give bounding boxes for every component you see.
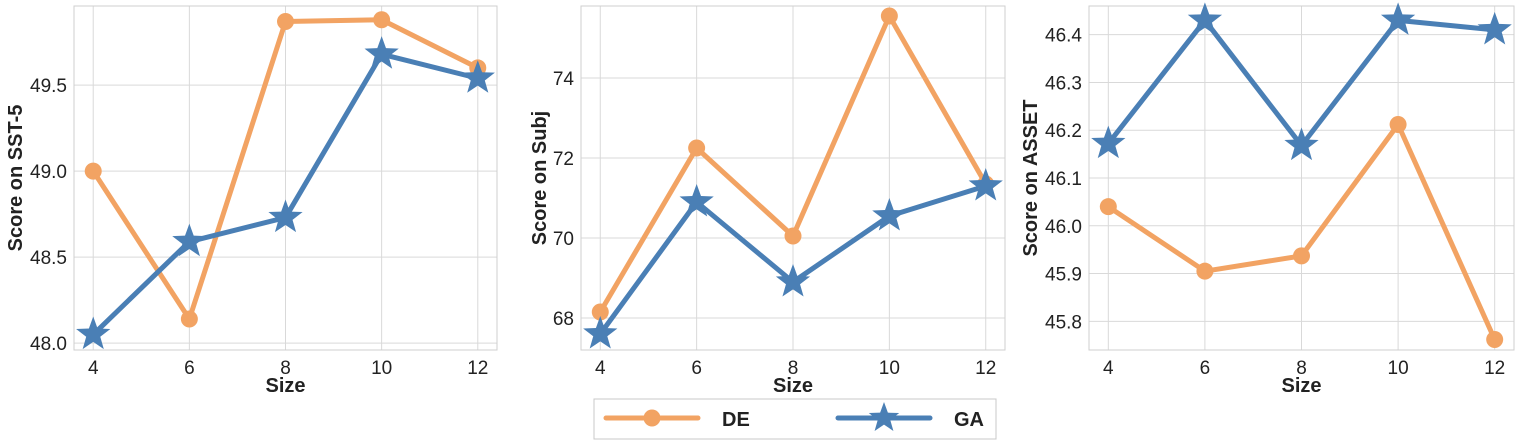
x-tick-label: 12 <box>467 358 488 379</box>
y-axis-label: Score on SST-5 <box>5 105 27 252</box>
legend-ga-marker <box>868 402 900 431</box>
x-tick-label: 4 <box>88 358 99 379</box>
x-axis-label: Size <box>265 375 305 397</box>
x-tick-label: 8 <box>788 358 799 379</box>
data-point-de <box>1486 330 1504 348</box>
y-tick-label: 72 <box>553 149 574 170</box>
y-tick-label: 45.8 <box>1045 312 1082 333</box>
data-point-de <box>591 303 609 321</box>
data-point-de <box>180 310 198 328</box>
data-point-de <box>688 139 706 157</box>
chart-panel-1: 4 6 8 10 12 48.0 48.5 49.0 49.5 Size Score on SST-… <box>5 5 498 397</box>
x-tick-label: 12 <box>1484 358 1505 379</box>
y-tick-label: 46.0 <box>1045 217 1082 238</box>
data-point-ga <box>1477 11 1512 45</box>
legend-ga-label: GA <box>954 409 984 431</box>
y-tick-label: 46.4 <box>1045 26 1082 47</box>
y-tick-label: 70 <box>553 229 574 250</box>
data-point-ga <box>364 36 399 69</box>
data-point-ga <box>1187 2 1223 35</box>
data-point-ga <box>775 264 811 297</box>
x-tick-label: 10 <box>1388 358 1409 379</box>
x-tick-label: 6 <box>691 358 702 379</box>
x-axis-label: Size <box>1281 375 1321 397</box>
y-tick-label: 46.2 <box>1045 121 1082 142</box>
data-point-de <box>1293 247 1310 265</box>
x-tick-label: 10 <box>879 358 900 379</box>
x-tick-label: 10 <box>371 358 392 379</box>
plot-frame <box>1088 5 1515 351</box>
data-point-de <box>1099 198 1117 216</box>
data-point-de <box>1389 115 1407 133</box>
y-tick-label: 68 <box>553 309 574 330</box>
legend-de-label: DE <box>722 409 750 431</box>
data-point-ga <box>172 223 207 257</box>
legend-de-marker <box>643 409 661 427</box>
x-tick-label: 4 <box>595 358 606 379</box>
chart-panel-3: 4 6 8 10 12 45.8 45.9 46.0 46.1 46.2 46.3 46.4 Size S… <box>1020 2 1515 397</box>
data-point-ga <box>1380 2 1416 35</box>
y-axis-label: Score on ASSET <box>1020 99 1042 256</box>
y-tick-label: 48.0 <box>30 334 67 355</box>
y-tick-label: 74 <box>553 69 575 90</box>
legend: DE GA <box>593 398 997 440</box>
data-point-ga <box>1091 125 1126 159</box>
x-tick-label: 12 <box>975 358 996 379</box>
data-point-de <box>880 7 898 25</box>
x-tick-label: 8 <box>1296 358 1307 379</box>
y-tick-label: 46.3 <box>1045 73 1082 94</box>
data-point-de <box>277 12 294 30</box>
data-point-ga <box>872 198 907 231</box>
x-axis-label: Size <box>773 375 813 397</box>
data-point-de <box>784 227 802 245</box>
y-tick-label: 49.0 <box>30 162 67 183</box>
y-tick-label: 46.1 <box>1045 169 1082 190</box>
data-point-de <box>1196 262 1214 280</box>
data-point-de <box>84 162 102 180</box>
data-point-ga <box>268 199 303 233</box>
data-point-ga <box>968 168 1003 201</box>
x-tick-label: 6 <box>1200 358 1211 379</box>
y-axis-label: Score on Subj <box>529 111 551 245</box>
data-point-ga <box>1284 127 1319 161</box>
data-point-ga <box>583 316 618 349</box>
y-tick-label: 48.5 <box>30 248 67 269</box>
data-point-ga <box>76 316 111 350</box>
x-tick-label: 4 <box>1103 358 1114 379</box>
data-point-ga <box>460 60 495 93</box>
data-point-ga <box>679 184 714 217</box>
y-tick-label: 45.9 <box>1045 265 1082 286</box>
plot-frame <box>580 5 1006 351</box>
x-tick-label: 8 <box>280 358 291 379</box>
plot-frame <box>73 5 498 351</box>
y-tick-label: 49.5 <box>30 76 67 97</box>
x-tick-label: 6 <box>184 358 195 379</box>
data-point-de <box>373 11 391 29</box>
